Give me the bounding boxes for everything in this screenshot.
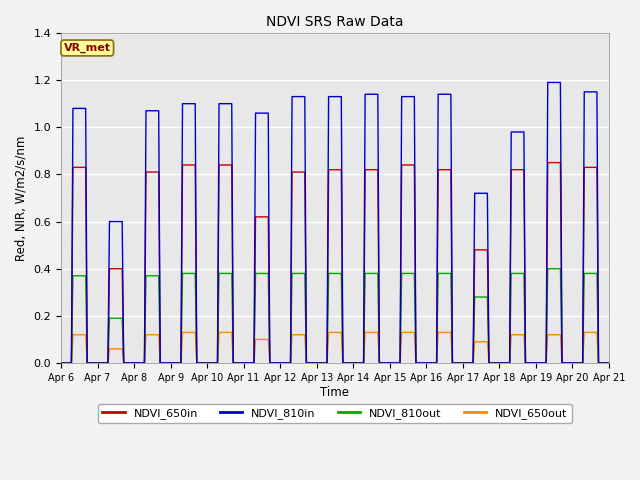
NDVI_810in (488, 360, 496, 366)
NDVI_810out (168, 360, 176, 366)
NDVI_810out (174, 360, 182, 366)
NDVI_650in (488, 360, 496, 366)
NDVI_650out (262, 336, 270, 342)
NDVI_650in (262, 214, 270, 220)
NDVI_810in (411, 109, 419, 115)
Line: NDVI_650out: NDVI_650out (61, 332, 609, 363)
NDVI_650out (488, 360, 496, 366)
NDVI_810out (262, 271, 270, 276)
NDVI_650out (168, 360, 176, 366)
NDVI_650in (544, 160, 552, 166)
NDVI_650in (603, 360, 611, 366)
Text: VR_met: VR_met (64, 43, 111, 53)
NDVI_810in (605, 360, 612, 366)
NDVI_650out (603, 360, 611, 366)
X-axis label: Time: Time (321, 385, 349, 398)
NDVI_810out (605, 360, 612, 366)
NDVI_650out (57, 360, 65, 366)
NDVI_810in (544, 80, 552, 85)
NDVI_650out (179, 329, 186, 335)
NDVI_650in (605, 360, 612, 366)
NDVI_650in (174, 360, 182, 366)
NDVI_810out (488, 360, 496, 366)
Line: NDVI_650in: NDVI_650in (61, 163, 609, 363)
NDVI_810out (411, 276, 419, 281)
NDVI_810in (174, 360, 182, 366)
NDVI_810out (544, 266, 552, 272)
NDVI_650out (174, 360, 182, 366)
NDVI_650out (411, 333, 419, 338)
Line: NDVI_810in: NDVI_810in (61, 83, 609, 363)
NDVI_650out (605, 360, 612, 366)
NDVI_810out (57, 360, 65, 366)
NDVI_810in (57, 360, 65, 366)
NDVI_650in (411, 173, 419, 179)
NDVI_810in (262, 110, 270, 116)
Line: NDVI_810out: NDVI_810out (61, 269, 609, 363)
NDVI_650in (57, 360, 65, 366)
Title: NDVI SRS Raw Data: NDVI SRS Raw Data (266, 15, 404, 29)
NDVI_810in (168, 360, 176, 366)
NDVI_810in (603, 360, 611, 366)
NDVI_650in (168, 360, 176, 366)
Y-axis label: Red, NIR, W/m2/s/nm: Red, NIR, W/m2/s/nm (15, 135, 28, 261)
NDVI_810out (603, 360, 611, 366)
Legend: NDVI_650in, NDVI_810in, NDVI_810out, NDVI_650out: NDVI_650in, NDVI_810in, NDVI_810out, NDV… (98, 404, 572, 423)
